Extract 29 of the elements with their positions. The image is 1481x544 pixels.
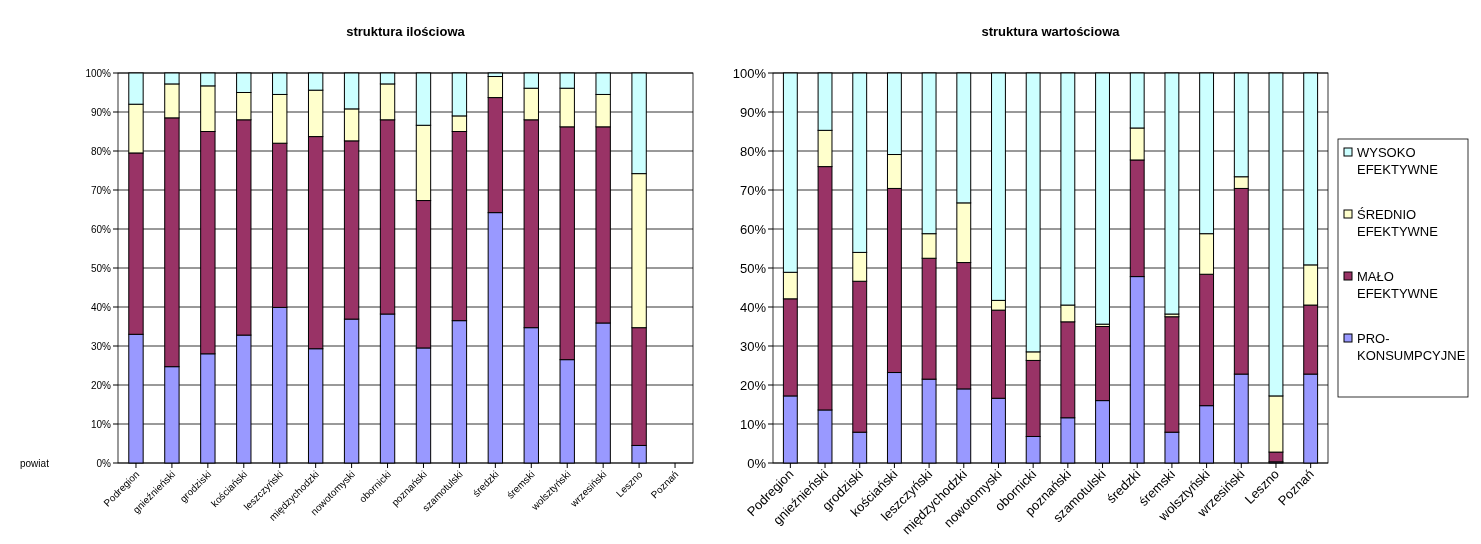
y-tick-label: 30% — [739, 338, 767, 354]
y-tick-label: 90% — [90, 106, 112, 118]
legend-label: PRO-KONSUMPCYJNE — [1357, 331, 1466, 363]
y-tick-label: 80% — [90, 145, 112, 157]
y-tick-label: 20% — [90, 379, 112, 391]
chart-title: struktura ilościowa — [346, 24, 466, 39]
y-tick-label: 70% — [90, 184, 112, 196]
chart-title: struktura wartościowa — [981, 24, 1121, 39]
y-tick-label: 60% — [90, 223, 112, 235]
x-axis-title: powiat — [20, 458, 50, 469]
y-tick-label: 0% — [96, 457, 112, 469]
y-tick-label: 70% — [739, 182, 767, 198]
y-tick-label: 20% — [739, 377, 767, 393]
y-tick-label: 40% — [90, 301, 112, 313]
y-tick-label: 50% — [90, 262, 112, 274]
y-tick-label: 40% — [739, 299, 767, 315]
y-tick-label: 60% — [739, 221, 767, 237]
y-tick-label: 10% — [739, 416, 767, 432]
y-tick-label: 90% — [739, 104, 767, 120]
y-tick-label: 100% — [85, 67, 112, 79]
y-tick-label: 30% — [90, 340, 112, 352]
y-tick-label: 50% — [739, 260, 767, 276]
y-tick-label: 100% — [732, 65, 767, 81]
y-tick-label: 10% — [90, 418, 112, 430]
legend-label: ŚREDNIO EFEKTYWNE — [1357, 207, 1439, 239]
y-tick-label: 80% — [739, 143, 767, 159]
y-tick-label: 0% — [747, 455, 767, 471]
legend-label: WYSOKO EFEKTYWNE — [1357, 145, 1439, 177]
legend-label: MAŁO EFEKTYWNE — [1357, 269, 1439, 301]
